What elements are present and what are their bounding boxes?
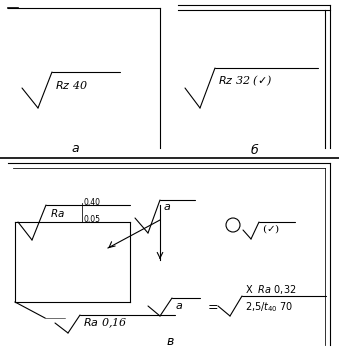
Text: $б$: $б$ — [251, 142, 260, 157]
Text: 0,40: 0,40 — [83, 198, 100, 207]
Text: ($\checkmark$): ($\checkmark$) — [262, 222, 280, 235]
Text: $Rz$ 32 ($\checkmark$): $Rz$ 32 ($\checkmark$) — [218, 74, 272, 88]
Text: $a$: $a$ — [163, 202, 171, 212]
Text: $а$: $а$ — [71, 142, 79, 155]
Text: $в$: $в$ — [166, 335, 174, 348]
Text: $Ra$ 0,16: $Ra$ 0,16 — [83, 316, 127, 330]
Text: $Ra$: $Ra$ — [50, 207, 65, 219]
Text: $Rz$ 40: $Rz$ 40 — [55, 79, 88, 91]
Text: $=$: $=$ — [205, 300, 219, 313]
Text: 2,5/$t_{40}$ 70: 2,5/$t_{40}$ 70 — [245, 300, 293, 314]
Text: 0,05: 0,05 — [83, 215, 100, 224]
Text: $a$: $a$ — [175, 301, 183, 311]
Text: X  $Ra$ 0,32: X $Ra$ 0,32 — [245, 283, 296, 296]
